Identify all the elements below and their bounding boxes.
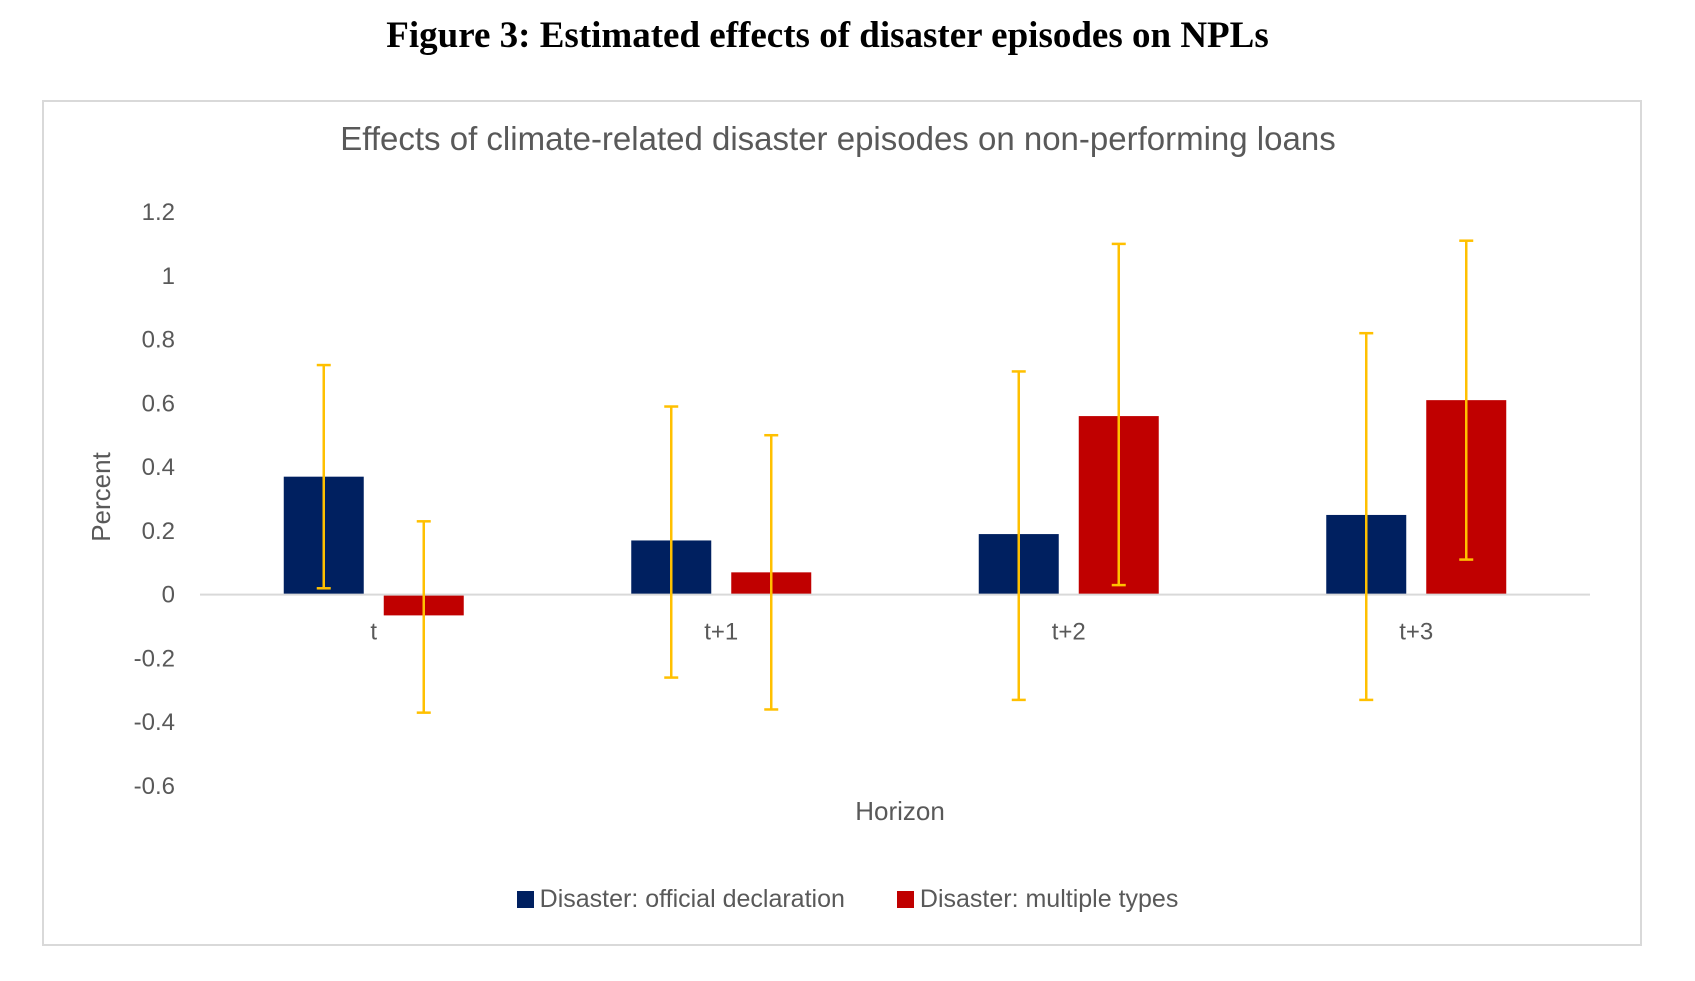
x-tick-label: t (370, 619, 377, 646)
y-tick-label: 1.2 (142, 199, 175, 226)
y-tick-label: -0.4 (134, 709, 175, 736)
y-tick-label: 0.2 (142, 518, 175, 545)
x-axis-label: Horizon (855, 796, 945, 826)
y-tick-label: 0 (162, 582, 175, 609)
y-tick-label: 0.6 (142, 390, 175, 417)
legend-item-series1: Disaster: official declaration (516, 885, 845, 914)
error-bars (316, 239, 1474, 714)
y-tick-label: -0.2 (134, 645, 175, 672)
legend-item-series2: Disaster: multiple types (896, 885, 1179, 914)
y-axis-ticks: 1.2 1 0.8 0.6 0.4 0.2 0 -0.2 -0.4 -0.6 (134, 199, 175, 800)
y-tick-label: 0.4 (142, 454, 175, 481)
legend: Disaster: official declaration Disaster:… (0, 885, 1695, 914)
x-tick-label: t+2 (1052, 619, 1086, 646)
x-axis-ticks: t t+1 t+2 t+3 (370, 619, 1433, 646)
x-tick-label: t+1 (704, 619, 738, 646)
legend-label-series2: Disaster: multiple types (919, 885, 1179, 913)
legend-swatch-series1 (516, 891, 534, 908)
y-tick-label: 0.8 (142, 327, 175, 354)
legend-label-series1: Disaster: official declaration (539, 885, 845, 913)
legend-swatch-series2 (896, 891, 914, 908)
figure-title: Figure 3: Estimated effects of disaster … (386, 15, 1269, 56)
y-axis-label: Percent (86, 451, 116, 541)
bars (283, 400, 1507, 616)
y-tick-label: -0.6 (134, 773, 175, 800)
x-tick-label: t+3 (1399, 619, 1433, 646)
chart-title: Effects of climate-related disaster epis… (340, 120, 1335, 157)
y-tick-label: 1 (162, 263, 175, 290)
